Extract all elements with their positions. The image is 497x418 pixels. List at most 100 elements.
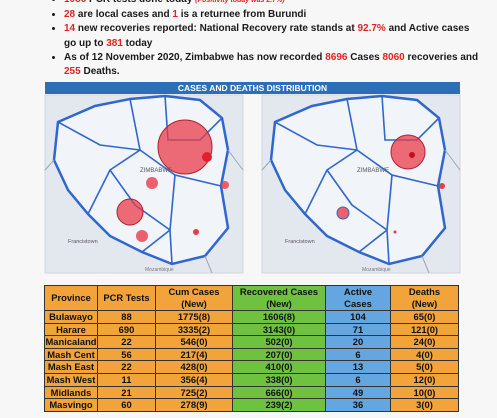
table-cell: Harare	[44, 322, 98, 337]
bullet-text: 8060	[382, 51, 405, 63]
table-cell: 10(0)	[390, 385, 459, 400]
table-cell: 428(0)	[155, 360, 233, 374]
bullet-text: 381	[106, 37, 123, 49]
maps: ZIMBABWE Francistown Mozambique ZIMBABWE…	[43, 93, 462, 275]
table-cell: 4(0)	[390, 347, 459, 362]
table-cell: 22	[97, 335, 156, 349]
table-row: Manicaland 22 546(0) 502(0) 20 24(0)	[44, 335, 459, 349]
table-cell: 60	[97, 398, 156, 412]
table-cell: 5(0)	[390, 360, 459, 374]
header-line: (New)	[181, 298, 207, 309]
table-cell: 217(4)	[155, 347, 233, 362]
header-line: Province	[51, 292, 91, 303]
table-cell: Mash East	[44, 360, 98, 374]
table-cell: Mash Cent	[44, 347, 98, 362]
bullet-text: 1086	[64, 0, 86, 5]
table-cell: 13	[325, 360, 391, 374]
table-cell: 725(2)	[155, 385, 233, 400]
table-cell: 20	[325, 335, 391, 349]
table-cell: 207(0)	[232, 347, 326, 362]
table-cell: 12(0)	[390, 372, 459, 387]
table-cell: 338(0)	[232, 372, 326, 387]
table-cell: 65(0)	[390, 310, 459, 324]
table-cell: 666(0)	[232, 385, 326, 400]
header-line: Recovered Cases	[239, 286, 319, 297]
column-header: PCR Tests	[97, 285, 156, 311]
bullet-text: are local cases and	[75, 9, 173, 21]
table-cell: 22	[97, 360, 156, 374]
bullet-text: 255	[64, 66, 81, 78]
province-table: Province PCR Tests Cum Cases (New) Recovered…	[44, 285, 459, 412]
table-cell: 3(0)	[390, 398, 459, 412]
table-cell: Manicaland	[44, 335, 98, 349]
bullet-text: today	[122, 37, 153, 49]
header-line: Deaths	[408, 286, 441, 297]
header-line: (New)	[266, 298, 292, 309]
bullet-list: 1086 PCR tests done today (Positivity to…	[48, 0, 484, 79]
map-label: ZIMBABWE	[140, 168, 172, 174]
bullet-text: PCR tests done today	[86, 0, 195, 5]
table-cell: 49	[325, 385, 391, 400]
bullet: 1086 PCR tests done today (Positivity to…	[64, 0, 484, 8]
table-cell: 1606(8)	[232, 310, 326, 324]
table-cell: 3143(0)	[232, 322, 326, 337]
bullet-text: is a returnee from Burundi	[177, 9, 307, 21]
section-title: CASES AND DEATHS DISTRIBUTION	[45, 82, 460, 94]
bullet-text: new recoveries reported: National Recove…	[75, 23, 358, 35]
bullet-text: (Positivity today was 2.7%)	[195, 0, 285, 4]
bullet: 28 are local cases and 1 is a returnee f…	[64, 8, 484, 22]
bullet: As of 12 November 2020, Zimbabwe has now…	[64, 51, 484, 79]
table-cell: 6	[325, 372, 391, 387]
bullet-text: 28	[64, 9, 76, 21]
table-cell: 410(0)	[232, 360, 326, 374]
column-header: Active Cases	[325, 285, 391, 311]
table-cell: 3335(2)	[155, 322, 233, 337]
table-cell: 11	[97, 372, 156, 387]
bullet-text: 1	[172, 9, 178, 21]
map-label: Francistown	[68, 239, 98, 245]
column-header: Deaths (New)	[390, 285, 459, 311]
map-left: ZIMBABWE Francistown Mozambique	[43, 93, 245, 275]
table-row: Mash West 11 356(4) 338(0) 6 12(0)	[44, 372, 459, 387]
table-row: Bulawayo 88 1775(8) 1606(8) 104 65(0)	[44, 310, 459, 324]
table-cell: 1775(8)	[155, 310, 233, 324]
table-cell: Mash West	[44, 372, 98, 387]
map-label: Mozambique	[145, 267, 174, 273]
table-cell: 88	[97, 310, 156, 324]
table-cell: 71	[325, 322, 391, 337]
bullet-text: Cases	[347, 51, 383, 63]
header-line: Cases	[344, 298, 372, 309]
map-right: ZIMBABWE Francistown Mozambique	[260, 93, 462, 275]
table-cell: 546(0)	[155, 335, 233, 349]
column-header: Province	[44, 285, 98, 311]
table-cell: Bulawayo	[44, 310, 98, 324]
bullet-text: 14	[64, 23, 76, 35]
table-cell: 690	[97, 322, 156, 337]
table-cell: 104	[325, 310, 391, 324]
map-label: Mozambique	[362, 267, 391, 273]
table-cell: 502(0)	[232, 335, 326, 349]
table-row: Mash East 22 428(0) 410(0) 13 5(0)	[44, 360, 459, 374]
table-cell: 36	[325, 398, 391, 412]
table-cell: Masvingo	[44, 398, 98, 412]
bullet-text: and Active cases go up to	[64, 23, 470, 49]
table-cell: 24(0)	[390, 335, 459, 349]
table-cell: 121(0)	[390, 322, 459, 337]
column-header: Recovered Cases (New)	[232, 285, 326, 311]
table-cell: 21	[97, 385, 156, 400]
bullet-text: 8696	[325, 51, 348, 63]
table-cell: Midlands	[44, 385, 98, 400]
table-row: Masvingo 60 278(9) 239(2) 36 3(0)	[44, 398, 459, 412]
header-line: PCR Tests	[103, 292, 150, 303]
table-cell: 6	[325, 347, 391, 362]
header-line: Active	[343, 286, 373, 297]
table-cell: 239(2)	[232, 398, 326, 412]
column-header: Cum Cases (New)	[155, 285, 233, 311]
table-row: Mash Cent 56 217(4) 207(0) 6 4(0)	[44, 347, 459, 362]
bullet-text: recoveries and	[404, 51, 479, 63]
table-row: Midlands 21 725(2) 666(0) 49 10(0)	[44, 385, 459, 400]
header-line: Cum Cases	[168, 286, 220, 297]
table-cell: 56	[97, 347, 156, 362]
map-label: ZIMBABWE	[357, 168, 389, 174]
